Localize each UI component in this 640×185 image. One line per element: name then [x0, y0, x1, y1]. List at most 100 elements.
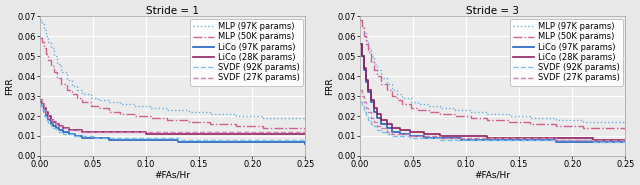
SVDF (27K params): [121, 131, 129, 133]
LiCo (28K params): [206, 133, 214, 135]
SVDF (27K params): [71, 129, 79, 131]
LiCo (97K params): [248, 141, 256, 143]
SVDF (92K params): [60, 133, 67, 135]
SVDF (92K params): [373, 129, 381, 131]
MLP (50K params): [232, 125, 240, 127]
SVDF (27K params): [301, 131, 309, 133]
MLP (50K params): [378, 83, 385, 85]
MLP (50K params): [415, 109, 422, 111]
LiCo (97K params): [206, 141, 214, 143]
SVDF (92K params): [589, 141, 597, 143]
LiCo (97K params): [142, 139, 150, 141]
SVDF (92K params): [457, 139, 465, 141]
SVDF (92K params): [436, 139, 444, 141]
SVDF (92K params): [47, 125, 54, 127]
SVDF (27K params): [420, 135, 428, 137]
SVDF (27K params): [206, 131, 214, 133]
SVDF (27K params): [174, 131, 182, 133]
LiCo (28K params): [365, 89, 372, 91]
SVDF (92K params): [52, 129, 60, 131]
LiCo (28K params): [301, 133, 309, 135]
SVDF (27K params): [552, 139, 560, 141]
Line: LiCo (97K params): LiCo (97K params): [40, 102, 305, 144]
SVDF (92K params): [356, 101, 364, 103]
SVDF (92K params): [383, 133, 390, 135]
MLP (97K params): [116, 103, 124, 105]
MLP (50K params): [388, 95, 396, 97]
SVDF (92K params): [121, 137, 129, 139]
MLP (97K params): [58, 71, 65, 73]
SVDF (92K params): [49, 127, 56, 129]
Line: SVDF (92K params): SVDF (92K params): [360, 102, 625, 142]
SVDF (92K params): [105, 137, 113, 139]
MLP (50K params): [45, 59, 52, 61]
SVDF (92K params): [552, 139, 560, 141]
LiCo (97K params): [121, 139, 129, 141]
MLP (50K params): [259, 127, 267, 129]
MLP (97K params): [367, 55, 374, 57]
X-axis label: #FAs/Hr: #FAs/Hr: [475, 170, 511, 179]
SVDF (27K params): [360, 101, 368, 103]
Line: SVDF (92K params): SVDF (92K params): [40, 104, 305, 140]
MLP (50K params): [206, 123, 214, 125]
MLP (97K params): [87, 97, 95, 99]
MLP (50K params): [407, 107, 415, 109]
LiCo (97K params): [89, 137, 97, 139]
SVDF (92K params): [55, 131, 63, 133]
MLP (50K params): [365, 51, 372, 53]
SVDF (92K params): [370, 125, 378, 127]
SVDF (27K params): [515, 137, 523, 139]
LiCo (28K params): [360, 67, 368, 69]
MLP (97K params): [526, 117, 534, 119]
MLP (97K params): [378, 77, 385, 79]
SVDF (27K params): [388, 133, 396, 135]
LiCo (97K params): [552, 141, 560, 143]
LiCo (28K params): [105, 131, 113, 133]
SVDF (27K params): [105, 131, 113, 133]
MLP (97K params): [74, 89, 81, 91]
LiCo (97K params): [55, 129, 63, 131]
LiCo (97K params): [365, 91, 372, 93]
LiCo (28K params): [65, 129, 72, 131]
MLP (50K params): [105, 111, 113, 113]
LiCo (97K params): [378, 123, 385, 125]
MLP (97K params): [399, 97, 406, 99]
MLP (97K params): [452, 109, 460, 111]
MLP (97K params): [185, 111, 193, 113]
LiCo (28K params): [121, 131, 129, 133]
LiCo (97K params): [515, 139, 523, 141]
MLP (97K params): [358, 25, 366, 27]
SVDF (27K params): [383, 131, 390, 133]
SVDF (27K params): [40, 109, 48, 111]
MLP (50K params): [74, 97, 81, 99]
SVDF (92K params): [38, 109, 46, 111]
MLP (50K params): [425, 111, 433, 113]
LiCo (28K params): [457, 135, 465, 137]
SVDF (92K params): [378, 131, 385, 133]
MLP (97K params): [388, 89, 396, 91]
LiCo (28K params): [621, 139, 629, 141]
LiCo (97K params): [420, 137, 428, 139]
LiCo (97K params): [367, 101, 374, 103]
LiCo (97K params): [47, 123, 54, 125]
LiCo (28K params): [36, 99, 44, 101]
SVDF (92K params): [40, 115, 48, 117]
LiCo (97K params): [370, 111, 378, 113]
LiCo (97K params): [406, 135, 413, 137]
LiCo (97K params): [436, 137, 444, 139]
LiCo (28K params): [79, 131, 86, 133]
MLP (50K params): [483, 119, 491, 121]
SVDF (27K params): [47, 119, 54, 121]
LiCo (97K params): [79, 137, 86, 139]
LiCo (28K params): [362, 79, 370, 81]
LiCo (28K params): [552, 137, 560, 139]
MLP (50K params): [373, 75, 381, 77]
LiCo (97K params): [71, 135, 79, 137]
MLP (50K params): [505, 121, 513, 123]
SVDF (92K params): [142, 137, 150, 139]
LiCo (97K params): [457, 139, 465, 141]
LiCo (28K params): [378, 119, 385, 121]
MLP (97K params): [38, 23, 46, 25]
LiCo (97K params): [49, 125, 56, 127]
Line: SVDF (27K params): SVDF (27K params): [40, 100, 305, 132]
